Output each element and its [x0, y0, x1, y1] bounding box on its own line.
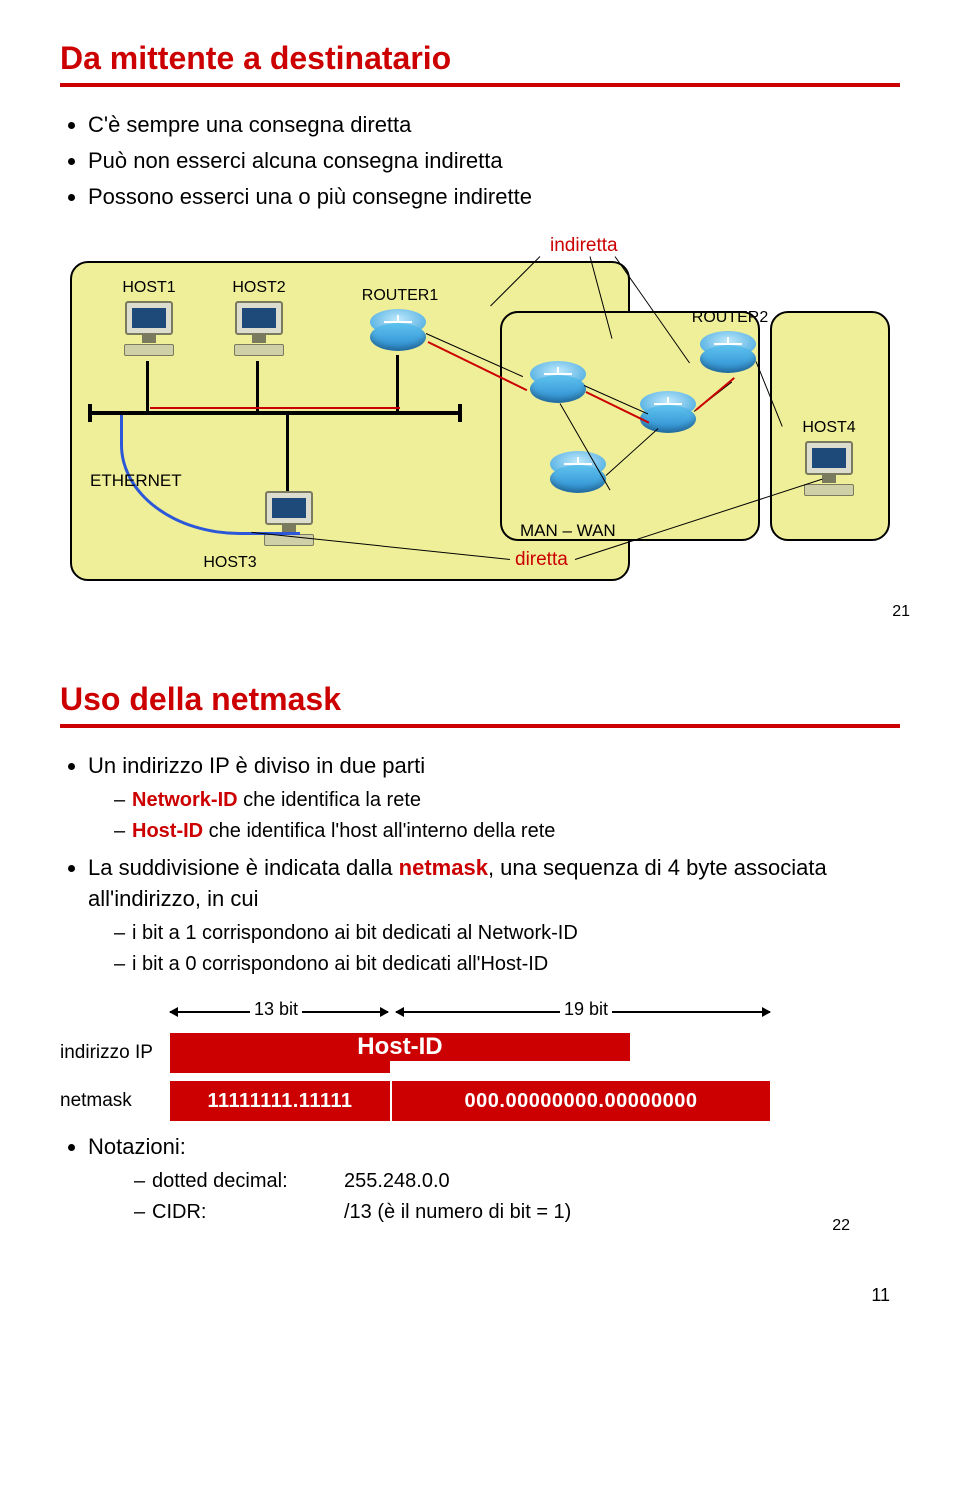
slide2-b3: Notazioni: dotted decimal: 255.248.0.0 C…	[88, 1131, 900, 1227]
slide1-bullets: C'è sempre una consegna diretta Può non …	[60, 109, 900, 213]
slide2-s1a: Network-ID che identifica la rete	[114, 786, 900, 815]
network-diagram: indiretta HOST1 HOST2 ROUTER1 ROUTER2	[60, 231, 900, 631]
drop-router1	[396, 355, 399, 411]
drop-host2	[256, 361, 259, 411]
ip-row-label: indirizzo IP	[60, 1042, 153, 1064]
slide2-s2b: i bit a 0 corrispondono ai bit dedicati …	[114, 950, 900, 979]
router1: ROUTER1	[370, 309, 426, 353]
host3-label: HOST3	[190, 554, 270, 572]
netmask-bar: netmask 11111111.11111 000.00000000.0000…	[170, 1081, 900, 1121]
host4-label: HOST4	[800, 419, 858, 437]
host2: HOST2	[230, 301, 288, 356]
drop-host1	[146, 361, 149, 411]
slide1-bullet-3: Possono esserci una o più consegne indir…	[88, 181, 900, 213]
b2-em: netmask	[399, 855, 488, 880]
netid-rest: che identifica la rete	[238, 789, 421, 811]
hostid-term: Host-ID	[132, 820, 203, 842]
seg-host-id: Host-ID	[170, 1033, 630, 1061]
slide2-bullets: Un indirizzo IP è diviso in due parti Ne…	[60, 750, 900, 980]
slide1-bullet-1: C'è sempre una consegna diretta	[88, 109, 900, 141]
mask-row-label: netmask	[60, 1090, 132, 1112]
notaz-k-2: CIDR:	[134, 1198, 344, 1227]
notazioni-label: Notazioni:	[88, 1134, 186, 1159]
bit-annotation: 13 bit 19 bit	[170, 997, 900, 1027]
slide1-bullet-2: Può non esserci alcuna consegna indirett…	[88, 145, 900, 177]
netid-term: Network-ID	[132, 789, 238, 811]
notaz-row-1: dotted decimal: 255.248.0.0	[88, 1167, 900, 1196]
notaz-k-1: dotted decimal:	[134, 1167, 344, 1196]
page-number: 11	[60, 1285, 900, 1306]
label-indiretta: indiretta	[550, 235, 618, 257]
slide2-b1: Un indirizzo IP è diviso in due parti Ne…	[88, 750, 900, 846]
manwan-label: MAN – WAN	[520, 521, 616, 541]
title-underline-1	[60, 83, 900, 87]
slide-1: Da mittente a destinatario C'è sempre un…	[60, 40, 900, 631]
slide2-s1b: Host-ID che identifica l'host all'intern…	[114, 817, 900, 846]
mask-left: 11111111.11111	[170, 1081, 392, 1121]
slide2-b2: La suddivisione è indicata dalla netmask…	[88, 852, 900, 980]
red-arrow-1	[150, 407, 400, 409]
wan-router-c	[550, 451, 606, 495]
slide1-title: Da mittente a destinatario	[60, 40, 900, 77]
host4: HOST4	[800, 441, 858, 496]
hostid-rest: che identifica l'host all'interno della …	[203, 820, 555, 842]
slide2-s2a: i bit a 1 corrispondono ai bit dedicati …	[114, 919, 900, 948]
slide2-title: Uso della netmask	[60, 681, 900, 718]
title-underline-2	[60, 724, 900, 728]
slide2-b1-text: Un indirizzo IP è diviso in due parti	[88, 753, 425, 778]
ethernet-label: ETHERNET	[90, 471, 182, 491]
mask-right: 000.00000000.00000000	[392, 1081, 770, 1121]
bits-right-text: 19 bit	[560, 999, 612, 1020]
notaz-v-1: 255.248.0.0	[344, 1167, 450, 1196]
host2-label: HOST2	[230, 279, 288, 297]
notations-block: Notazioni: dotted decimal: 255.248.0.0 C…	[60, 1131, 900, 1227]
router2-label: ROUTER2	[690, 309, 770, 327]
ip-address-bar: indirizzo IP Network-ID Host-ID	[170, 1033, 900, 1073]
router2: ROUTER2	[700, 331, 756, 375]
host1-label: HOST1	[120, 279, 178, 297]
wan-router-a	[530, 361, 586, 405]
diretta-label: diretta	[515, 549, 568, 571]
slide1-number: 21	[892, 603, 910, 621]
b2-pre: La suddivisione è indicata dalla	[88, 855, 399, 880]
router1-label: ROUTER1	[360, 287, 440, 305]
notaz-v-2: /13 (è il numero di bit = 1)	[344, 1198, 571, 1227]
host1: HOST1	[120, 301, 178, 356]
slide-2: Uso della netmask Un indirizzo IP è divi…	[60, 681, 900, 1236]
bits-left-text: 13 bit	[250, 999, 302, 1020]
